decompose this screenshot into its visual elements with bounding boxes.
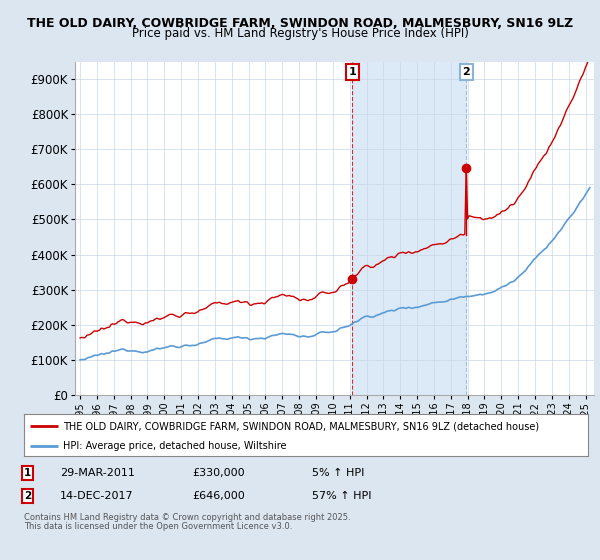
Text: HPI: Average price, detached house, Wiltshire: HPI: Average price, detached house, Wilt… <box>64 441 287 451</box>
Text: THE OLD DAIRY, COWBRIDGE FARM, SWINDON ROAD, MALMESBURY, SN16 9LZ: THE OLD DAIRY, COWBRIDGE FARM, SWINDON R… <box>27 17 573 30</box>
Text: 2: 2 <box>24 491 31 501</box>
Text: 57% ↑ HPI: 57% ↑ HPI <box>312 491 371 501</box>
Text: £330,000: £330,000 <box>192 468 245 478</box>
Text: 29-MAR-2011: 29-MAR-2011 <box>60 468 135 478</box>
Text: £646,000: £646,000 <box>192 491 245 501</box>
Text: This data is licensed under the Open Government Licence v3.0.: This data is licensed under the Open Gov… <box>24 522 292 531</box>
Text: 1: 1 <box>349 67 356 77</box>
Text: Price paid vs. HM Land Registry's House Price Index (HPI): Price paid vs. HM Land Registry's House … <box>131 27 469 40</box>
Text: 5% ↑ HPI: 5% ↑ HPI <box>312 468 364 478</box>
Text: 1: 1 <box>24 468 31 478</box>
Text: Contains HM Land Registry data © Crown copyright and database right 2025.: Contains HM Land Registry data © Crown c… <box>24 513 350 522</box>
Text: THE OLD DAIRY, COWBRIDGE FARM, SWINDON ROAD, MALMESBURY, SN16 9LZ (detached hous: THE OLD DAIRY, COWBRIDGE FARM, SWINDON R… <box>64 421 539 431</box>
Bar <box>352 62 466 395</box>
Text: 2: 2 <box>463 67 470 77</box>
Text: 14-DEC-2017: 14-DEC-2017 <box>60 491 134 501</box>
